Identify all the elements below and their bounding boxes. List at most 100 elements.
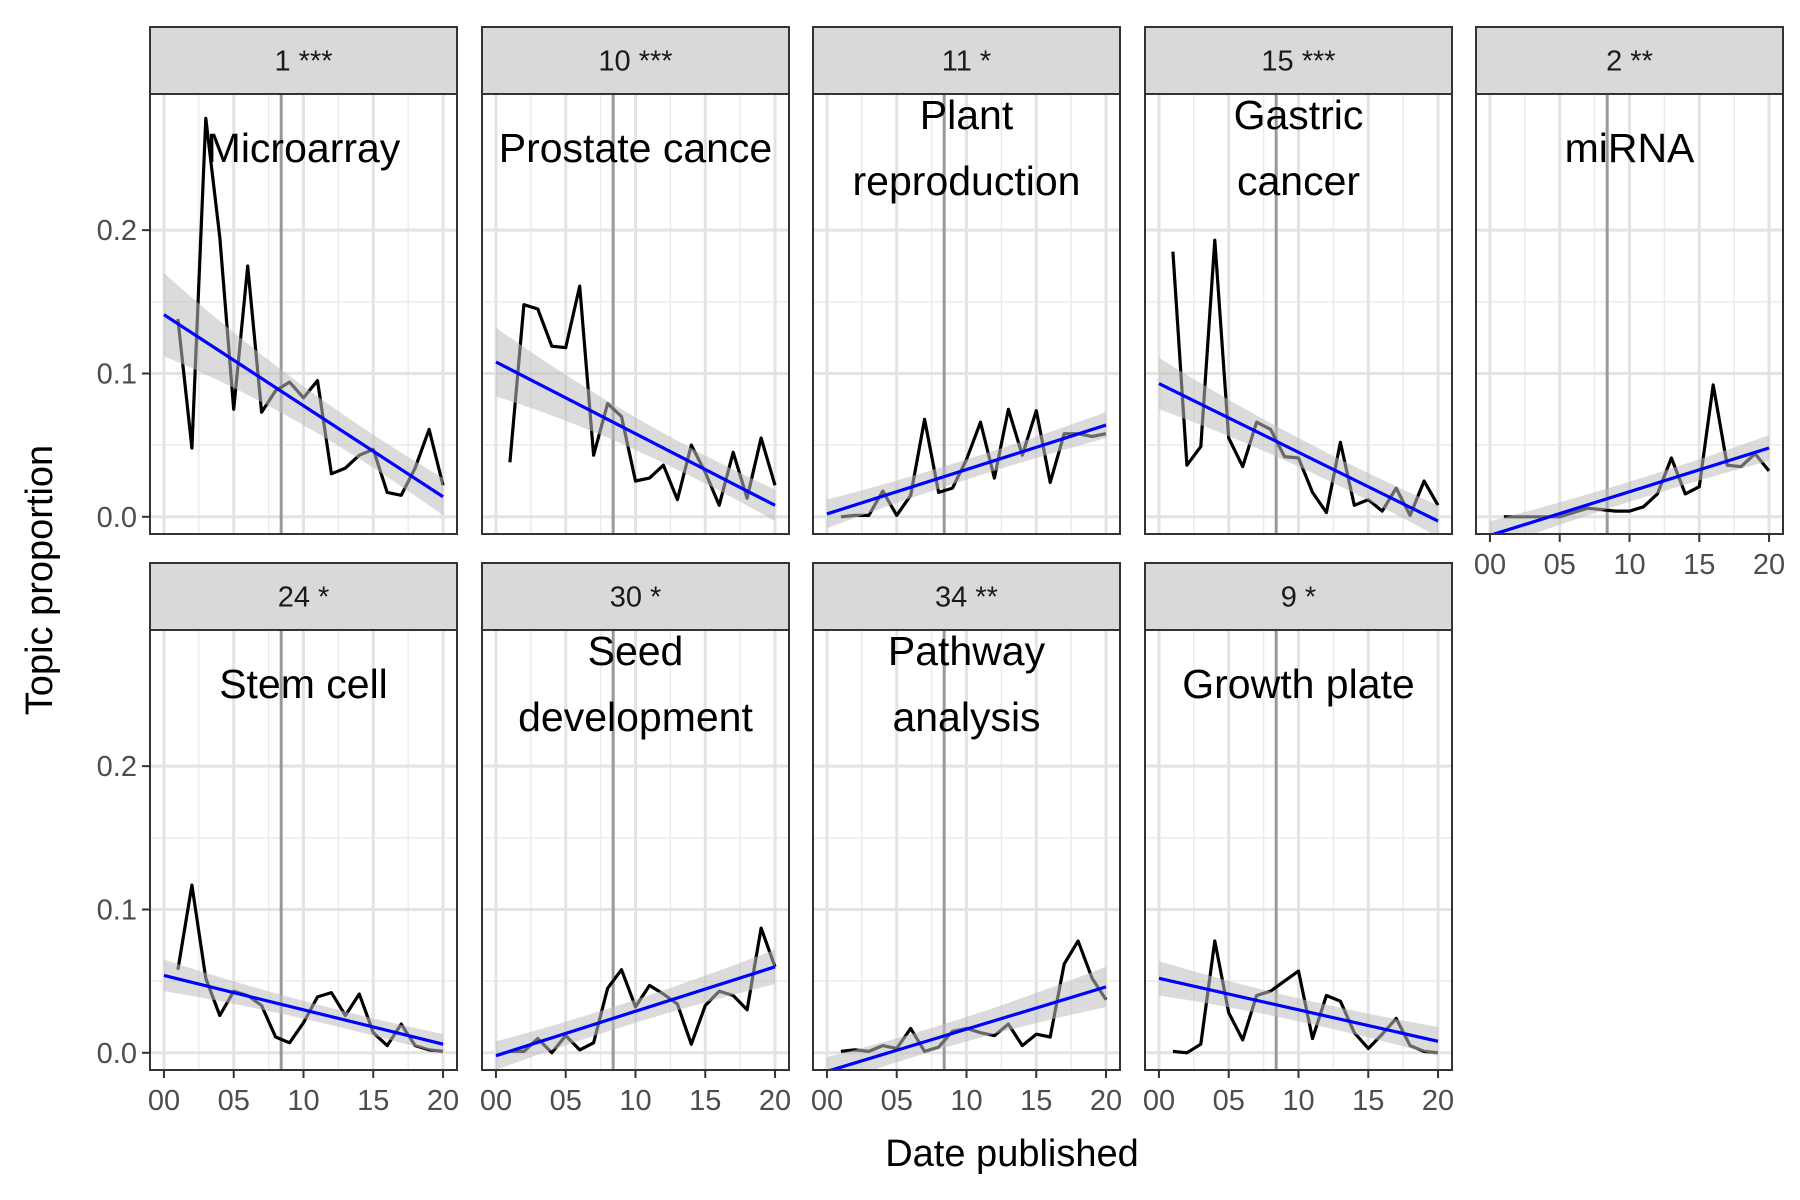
y-tick-label: 0.0: [97, 1038, 137, 1070]
panel-7: 34 ** Pathway analysis 00 05 10 15 20: [811, 562, 1122, 1117]
panel-5: 24 * Stem cell 0.0 0.1 0.2 00 05 10 15 20: [97, 562, 459, 1117]
x-tick-label: 15: [1352, 1085, 1384, 1117]
x-tick-label: 00: [1143, 1085, 1175, 1117]
panel-4: 2 ** miRNA 00 05 10 15 20: [1474, 26, 1785, 581]
trend-line: [495, 965, 776, 1058]
panel-data: [826, 939, 1108, 1070]
x-axis-title: Date published: [885, 1133, 1139, 1175]
strip-label: 1 ***: [274, 46, 332, 78]
strip-label: 2 **: [1606, 46, 1653, 78]
topic-label: cancer: [1237, 158, 1360, 204]
panel-2: 11 * Plant reproduction: [812, 26, 1121, 535]
x-tick-label: 05: [1544, 549, 1576, 581]
trend-line: [1158, 976, 1439, 1043]
trend-line: [826, 423, 1107, 516]
strip-background: [481, 562, 790, 631]
x-tick-label: 05: [550, 1085, 582, 1117]
y-tick-label: 0.1: [97, 894, 137, 926]
x-tick-label: 20: [1090, 1085, 1122, 1117]
topic-label: Gastric: [1234, 92, 1364, 138]
topic-label: Microarray: [207, 125, 401, 171]
topic-label: Prostate cance: [499, 125, 773, 171]
trend-line: [1489, 446, 1770, 534]
confidence-band: [826, 966, 1107, 1070]
panel-3: 15 *** Gastric cancer: [1144, 26, 1453, 535]
panel-data: [826, 407, 1107, 529]
topic-label: Stem cell: [219, 661, 388, 707]
series-line: [508, 284, 777, 507]
x-tick-label: 15: [689, 1085, 721, 1117]
y-tick-label: 0.1: [97, 358, 137, 390]
panel-6: 30 * Seed development 00 05 10 15 20: [480, 562, 791, 1117]
x-tick-label: 00: [148, 1085, 180, 1117]
topic-label: Plant: [920, 92, 1014, 138]
strip-label: 15 ***: [1261, 46, 1335, 78]
strip-background: [1144, 26, 1453, 95]
trend-line: [1158, 382, 1439, 523]
strip-background: [1475, 26, 1784, 95]
strip-background: [812, 26, 1121, 95]
panel-data: [495, 926, 777, 1070]
x-tick-label: 15: [357, 1085, 389, 1117]
trend-line: [163, 313, 444, 499]
strip-label: 10 ***: [598, 46, 672, 78]
panel-data: [495, 284, 777, 522]
strip-label: 30 *: [610, 582, 662, 614]
panel-data: [163, 116, 445, 516]
topic-label: Growth plate: [1182, 661, 1414, 707]
topic-label: analysis: [892, 694, 1040, 740]
y-tick-label: 0.0: [97, 502, 137, 534]
x-tick-label: 05: [218, 1085, 250, 1117]
x-tick-label: 00: [480, 1085, 512, 1117]
y-axis-title: Topic proportion: [19, 445, 61, 715]
panels-layer: 1 *** Microarray 0.0 0.1 0.2 10 *** Prostate c…: [97, 26, 1785, 1117]
panel-8: 9 * Growth plate 00 05 10 15 20: [1143, 562, 1454, 1117]
panel-data: [1158, 939, 1439, 1056]
strip-background: [1144, 562, 1453, 631]
x-tick-label: 15: [1020, 1085, 1052, 1117]
y-tick-label: 0.2: [97, 215, 137, 247]
x-tick-label: 10: [619, 1085, 651, 1117]
x-tick-label: 20: [759, 1085, 791, 1117]
x-tick-label: 10: [950, 1085, 982, 1117]
strip-label: 34 **: [935, 582, 998, 614]
topic-label: Seed: [588, 628, 684, 674]
x-tick-label: 05: [1213, 1085, 1245, 1117]
y-tick-label: 0.2: [97, 751, 137, 783]
x-tick-label: 10: [1613, 549, 1645, 581]
x-tick-label: 15: [1683, 549, 1715, 581]
x-tick-label: 00: [1474, 549, 1506, 581]
strip-background: [149, 26, 458, 95]
strip-label: 24 *: [278, 582, 330, 614]
strip-label: 11 *: [942, 46, 991, 78]
topic-label: Pathway: [888, 628, 1046, 674]
x-tick-label: 00: [811, 1085, 843, 1117]
trend-line: [163, 973, 444, 1046]
strip-background: [812, 562, 1121, 631]
trend-line: [495, 360, 776, 507]
x-tick-label: 10: [1282, 1085, 1314, 1117]
confidence-band: [495, 327, 776, 522]
panel-data: [163, 883, 444, 1055]
x-tick-label: 20: [427, 1085, 459, 1117]
x-tick-label: 20: [1753, 549, 1785, 581]
topic-label: reproduction: [853, 158, 1081, 204]
x-tick-label: 20: [1422, 1085, 1454, 1117]
x-tick-label: 10: [287, 1085, 319, 1117]
trend-line: [826, 985, 1107, 1070]
panel-data: [1489, 383, 1771, 534]
topic-label: miRNA: [1565, 125, 1695, 171]
panel-0: 1 *** Microarray 0.0 0.1 0.2: [97, 26, 458, 535]
series-line: [176, 116, 445, 497]
strip-label: 9 *: [1281, 582, 1316, 614]
strip-background: [481, 26, 790, 95]
x-tick-label: 05: [881, 1085, 913, 1117]
confidence-band: [1158, 357, 1439, 534]
strip-background: [149, 562, 458, 631]
confidence-band: [163, 273, 444, 516]
topic-label: development: [518, 694, 753, 740]
panel-data: [1158, 238, 1440, 534]
confidence-band: [163, 959, 444, 1055]
panel-1: 10 *** Prostate cance: [481, 26, 790, 535]
